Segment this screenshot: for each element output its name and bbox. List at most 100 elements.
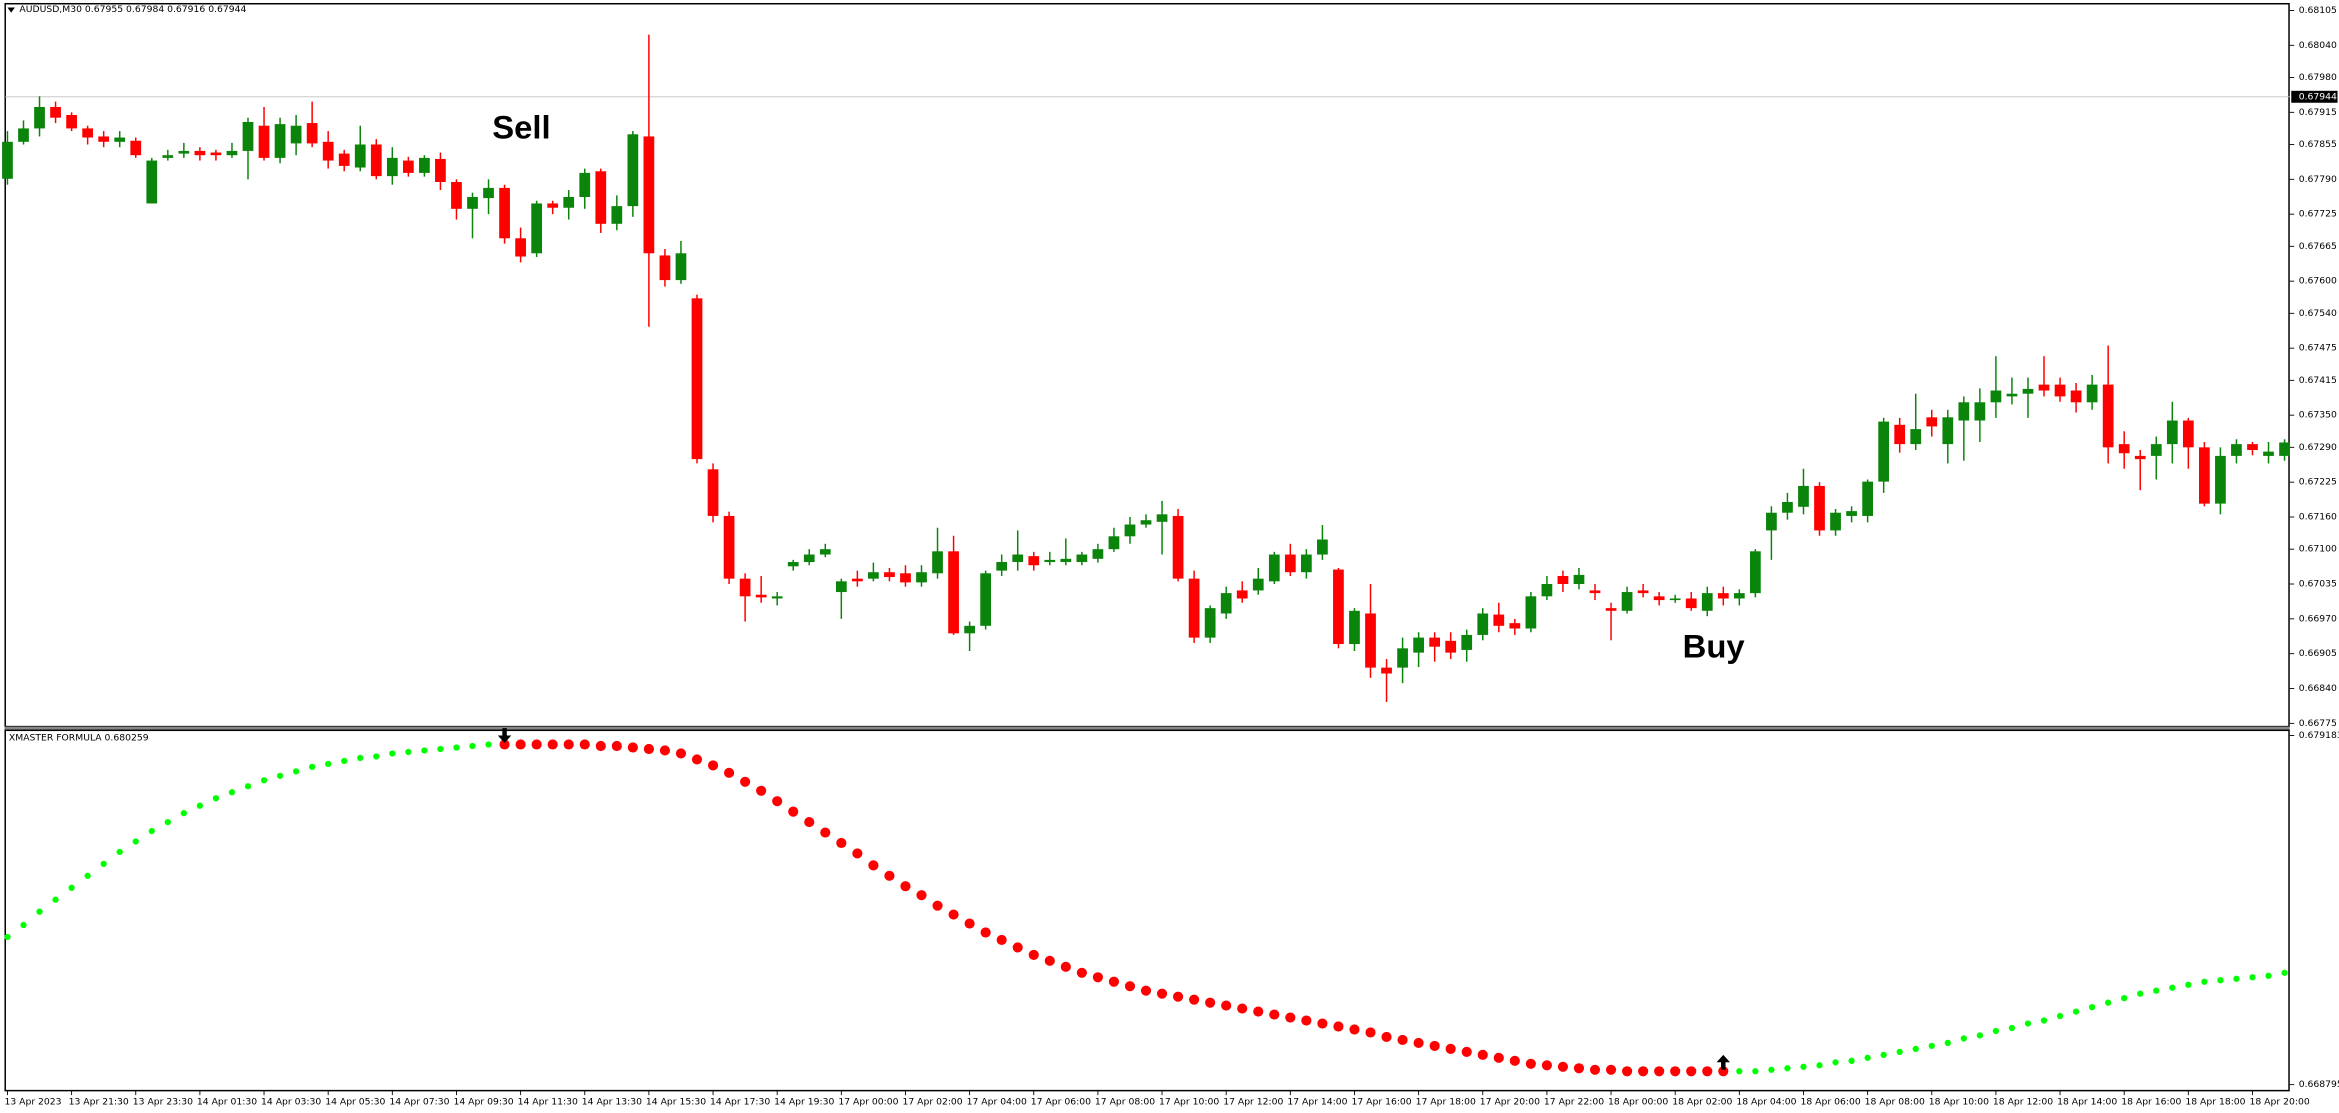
y-tick-label: 0.67725 — [2299, 209, 2337, 220]
candle-body — [1461, 634, 1473, 650]
candle-body — [723, 515, 735, 579]
candle-body — [451, 182, 462, 209]
candle-body — [114, 137, 126, 142]
indicator-dot — [1654, 1066, 1665, 1077]
candle-body — [1589, 590, 1601, 594]
indicator-dot — [1173, 991, 1184, 1002]
x-tick-label: 18 Apr 18:00 — [2185, 1096, 2245, 1107]
indicator-dot — [1605, 1064, 1617, 1075]
indicator-dot — [836, 837, 847, 849]
candle-body — [2102, 384, 2114, 448]
candle-body — [258, 125, 270, 158]
indicator-dot — [515, 739, 526, 750]
indicator-dot — [116, 848, 123, 856]
indicator-dot — [1028, 949, 1039, 960]
x-tick-label: 14 Apr 15:30 — [646, 1096, 706, 1107]
candle-body — [739, 578, 751, 597]
candle-body — [338, 153, 350, 166]
x-tick-label: 18 Apr 08:00 — [1865, 1096, 1925, 1107]
candle-body — [1300, 554, 1312, 573]
x-tick-label: 14 Apr 17:30 — [710, 1096, 770, 1107]
candle-body — [1830, 512, 1841, 531]
candle-body — [1573, 574, 1585, 585]
indicator-dot — [2040, 1017, 2048, 1024]
y-tick-label: 0.68040 — [2299, 40, 2337, 51]
candle-body — [2199, 447, 2210, 504]
indicator-dot — [1044, 955, 1055, 966]
x-tick-label: 18 Apr 12:00 — [1993, 1096, 2053, 1107]
candle-body — [2134, 455, 2146, 460]
indicator-dot — [2024, 1020, 2032, 1027]
indicator-dot — [1848, 1057, 1855, 1064]
candle-body — [643, 136, 655, 254]
candle-body — [1749, 551, 1761, 594]
y-tick-label: 0.668795 — [2299, 1079, 2339, 1090]
x-tick-label: 17 Apr 10:00 — [1159, 1096, 1219, 1107]
indicator-dot — [1622, 1066, 1633, 1077]
indicator-dot — [964, 918, 975, 929]
indicator-dot — [980, 927, 991, 938]
indicator-dot — [788, 806, 799, 817]
indicator-dot — [1253, 1006, 1264, 1017]
x-tick-label: 17 Apr 14:00 — [1287, 1096, 1347, 1107]
indicator-dot — [547, 739, 558, 750]
x-tick-label: 17 Apr 18:00 — [1416, 1096, 1476, 1107]
candle-body — [1477, 613, 1489, 635]
candle-body — [1605, 608, 1617, 611]
indicator-dot — [357, 754, 364, 762]
candle-body — [787, 562, 799, 567]
candle-body — [2118, 444, 2130, 454]
candle-body — [162, 155, 174, 158]
x-tick-label: 17 Apr 00:00 — [838, 1096, 898, 1107]
y-tick-label: 0.67415 — [2299, 375, 2337, 386]
indicator-dot — [20, 921, 27, 929]
menu-triangle[interactable] — [7, 7, 15, 13]
indicator-dot — [1573, 1063, 1585, 1074]
indicator-panel — [4, 729, 2290, 1092]
candle-body — [675, 253, 687, 281]
indicator-dot — [804, 817, 815, 828]
candle-body — [1990, 390, 2002, 403]
indicator-dot — [2072, 1008, 2080, 1015]
indicator-dot — [1012, 942, 1023, 953]
indicator-dot — [1525, 1058, 1536, 1069]
candle-body — [1862, 481, 1873, 516]
candle-body — [627, 134, 639, 207]
indicator-dot — [309, 763, 316, 771]
buy-annotation: Buy — [1683, 628, 1746, 665]
indicator-dot — [627, 742, 638, 753]
indicator-dot — [1718, 1066, 1729, 1077]
indicator-dot — [772, 796, 783, 807]
indicator-dot — [563, 739, 574, 750]
x-tick-label: 13 Apr 21:30 — [69, 1096, 129, 1107]
candle-body — [563, 197, 575, 208]
x-tick-label: 18 Apr 00:00 — [1608, 1096, 1668, 1107]
x-tick-label: 18 Apr 14:00 — [2057, 1096, 2117, 1107]
candle-body — [82, 128, 94, 138]
indicator-dot — [1301, 1015, 1312, 1026]
indicator-dot — [868, 860, 879, 871]
indicator-dot — [611, 740, 622, 752]
indicator-dot — [1205, 997, 1216, 1008]
candle-body — [467, 197, 478, 209]
candle-body — [1814, 485, 1825, 531]
x-tick-label: 18 Apr 16:00 — [2121, 1096, 2181, 1107]
candle-body — [499, 187, 510, 239]
indicator-dot — [1413, 1037, 1424, 1048]
candle-body — [1846, 511, 1857, 516]
y-tick-label: 0.67915 — [2299, 107, 2337, 118]
indicator-dot — [2201, 978, 2208, 985]
candle-body — [948, 551, 959, 634]
y-tick-label: 0.68105 — [2299, 5, 2337, 16]
x-tick-label: 18 Apr 02:00 — [1672, 1096, 1732, 1107]
indicator-dot — [2265, 972, 2272, 979]
candle-body — [1236, 590, 1248, 599]
indicator-dot — [1686, 1066, 1697, 1077]
candle-body — [146, 160, 158, 204]
indicator-dot — [1784, 1065, 1791, 1072]
candle-body — [707, 469, 719, 516]
indicator-dot — [1317, 1018, 1328, 1029]
candle-body — [1798, 485, 1809, 507]
candle-body — [916, 572, 927, 583]
